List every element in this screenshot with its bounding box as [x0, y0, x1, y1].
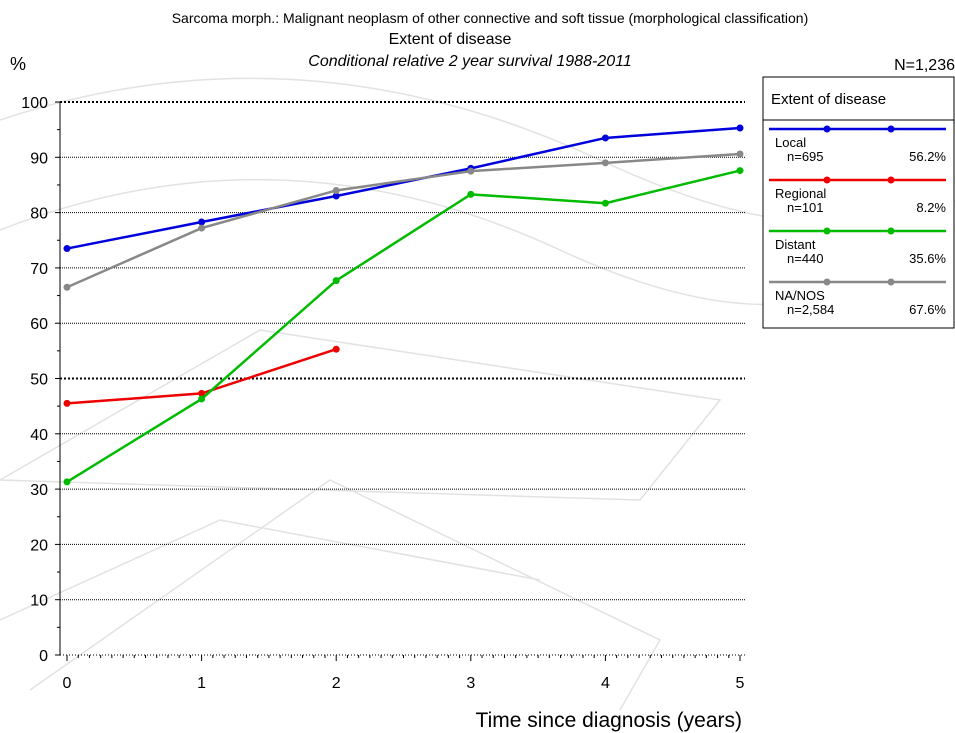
chart-subtitle: Extent of disease	[389, 31, 512, 48]
legend-marker-na-nos	[887, 278, 895, 286]
data-point-local	[736, 124, 744, 132]
data-point-regional	[198, 389, 206, 397]
data-point-na-nos	[198, 224, 206, 232]
y-tick-label: 60	[30, 316, 48, 333]
gridlines	[60, 101, 745, 656]
data-point-na-nos	[63, 283, 71, 291]
y-tick-label: 50	[30, 372, 48, 389]
data-point-local	[63, 245, 71, 253]
y-tick-label: 90	[30, 150, 48, 167]
data-point-na-nos	[332, 186, 340, 194]
series-line-na-nos	[66, 152, 741, 289]
legend-n-regional: n=101	[787, 200, 824, 215]
legend-pct-regional: 8.2%	[916, 200, 946, 215]
legend-pct-na-nos: 67.6%	[909, 302, 946, 317]
legend-box	[762, 76, 955, 329]
data-point-local	[601, 134, 609, 142]
data-point-regional	[63, 399, 71, 407]
legend-n-distant: n=440	[787, 251, 824, 266]
data-point-distant	[736, 167, 744, 175]
data-point-distant	[198, 395, 206, 403]
x-tick-label: 2	[332, 675, 341, 692]
data-point-distant	[601, 199, 609, 207]
legend-marker-regional	[887, 176, 895, 184]
legend-pct-distant: 35.6%	[909, 251, 946, 266]
data-point-na-nos	[601, 159, 609, 167]
legend-label-regional: Regional	[775, 186, 826, 201]
data-point-local	[332, 192, 340, 200]
y-axis-ticks: 0 10 20 30 40 50 60 70 80 90 100	[21, 95, 60, 665]
y-tick-label: 80	[30, 206, 48, 223]
legend-marker-distant	[887, 227, 895, 235]
x-tick-label: 5	[736, 675, 745, 692]
y-tick-label: 10	[30, 593, 48, 610]
data-point-local	[198, 218, 206, 226]
total-n-label: N=1,236	[894, 57, 955, 74]
legend-pct-local: 56.2%	[909, 149, 946, 164]
data-point-distant	[332, 277, 340, 285]
legend-label-distant: Distant	[775, 237, 816, 252]
y-tick-label: 100	[21, 95, 48, 112]
y-tick-label: 40	[30, 427, 48, 444]
y-tick-label: 30	[30, 482, 48, 499]
data-point-na-nos	[467, 167, 475, 175]
legend-n-na-nos: n=2,584	[787, 302, 834, 317]
x-tick-label: 3	[466, 675, 475, 692]
legend-marker-regional	[823, 176, 831, 184]
data-point-regional	[332, 345, 340, 353]
series-lines	[63, 124, 744, 486]
data-point-distant	[467, 190, 475, 198]
data-point-na-nos	[736, 150, 744, 158]
chart-title: Sarcoma morph.: Malignant neoplasm of ot…	[172, 10, 809, 26]
legend-label-na-nos: NA/NOS	[775, 288, 825, 303]
x-tick-label: 1	[197, 675, 206, 692]
x-tick-label: 4	[601, 675, 610, 692]
chart-subtitle-2: Conditional relative 2 year survival 198…	[308, 53, 631, 70]
legend-marker-distant	[823, 227, 831, 235]
series-line-distant	[66, 169, 741, 483]
legend-label-local: Local	[775, 135, 806, 150]
y-tick-label: 70	[30, 261, 48, 278]
legend-marker-na-nos	[823, 278, 831, 286]
series-line-local	[66, 126, 741, 250]
y-tick-label: 20	[30, 537, 48, 554]
legend-n-local: n=695	[787, 149, 824, 164]
y-tick-label: 0	[39, 648, 48, 665]
y-axis-label: %	[10, 54, 26, 74]
x-axis-label: Time since diagnosis (years)	[476, 709, 742, 732]
legend-marker-local	[823, 125, 831, 133]
legend-marker-local	[887, 125, 895, 133]
x-tick-label: 0	[63, 675, 72, 692]
x-axis-ticks: 0 1 2 3 4 5	[63, 655, 745, 692]
legend-title: Extent of disease	[771, 91, 886, 108]
data-point-distant	[63, 478, 71, 486]
